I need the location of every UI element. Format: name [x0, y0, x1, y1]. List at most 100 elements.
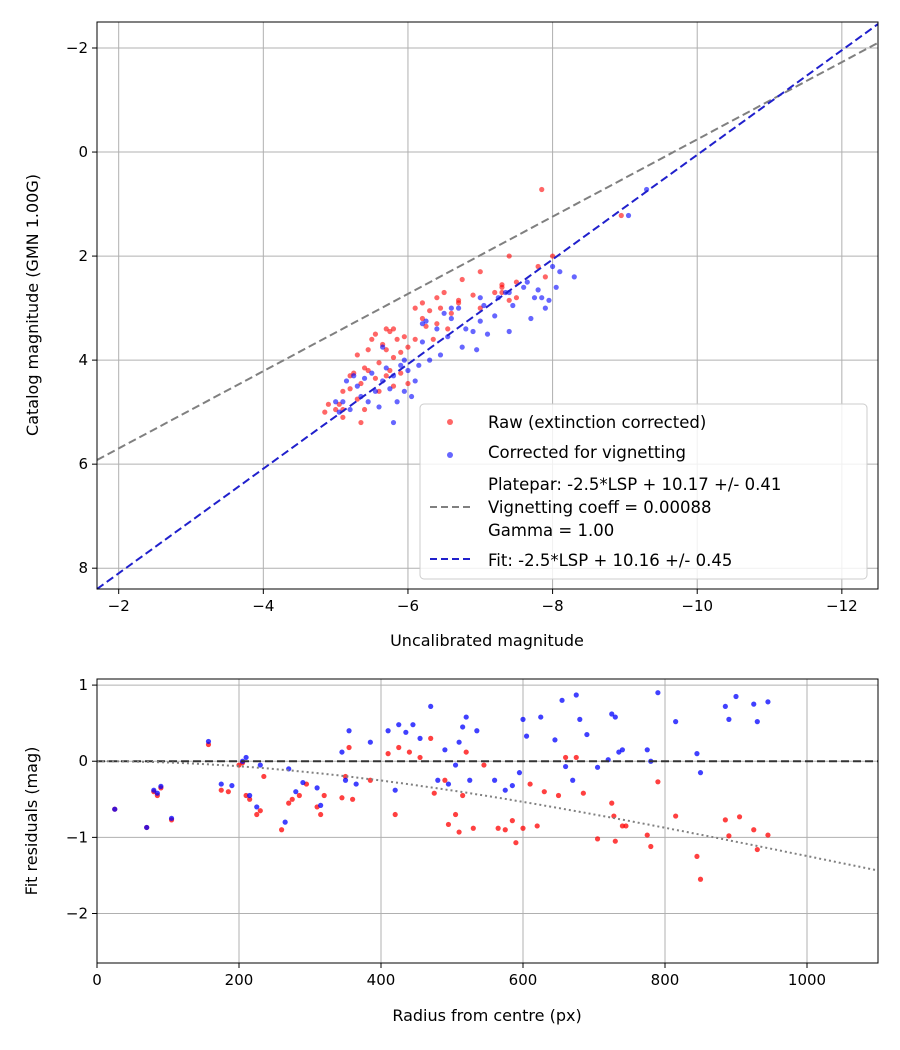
data-point: [697, 770, 704, 776]
data-point: [521, 284, 527, 290]
residuals-plot-area: [97, 679, 878, 963]
data-point: [144, 824, 150, 831]
residuals-plot: 0 200 400 600 800 1000 −2 −1 0 1 Radius from cent…: [22, 676, 879, 1025]
residuals-grid: [96, 679, 878, 963]
data-point: [408, 393, 415, 400]
data-point: [644, 747, 650, 753]
data-point: [394, 399, 400, 405]
data-point: [412, 336, 418, 342]
data-point: [736, 814, 743, 820]
data-point: [477, 269, 483, 275]
data-point: [347, 386, 353, 392]
y-tick-label: −1: [66, 828, 88, 846]
data-point: [694, 751, 700, 757]
data-point: [365, 367, 371, 374]
data-point: [539, 295, 545, 301]
x-tick-label: 200: [225, 971, 254, 989]
data-point: [492, 777, 498, 783]
data-point: [584, 731, 590, 738]
data-point: [354, 383, 360, 389]
data-point: [247, 792, 253, 799]
data-point: [546, 297, 552, 303]
data-point: [346, 728, 352, 734]
data-point: [314, 785, 320, 791]
data-point: [218, 787, 224, 793]
data-point: [474, 728, 480, 734]
x-tick-label: 0: [92, 971, 102, 989]
data-point: [694, 853, 700, 860]
data-point: [580, 790, 586, 796]
data-point: [552, 737, 558, 743]
data-point: [369, 336, 375, 342]
data-point: [520, 716, 526, 722]
data-point: [229, 782, 235, 789]
data-point: [390, 354, 397, 361]
data-point: [354, 352, 360, 358]
data-point: [442, 747, 448, 753]
data-point: [460, 792, 466, 799]
y-tick-label: 4: [78, 351, 88, 369]
data-point: [571, 274, 577, 280]
data-point: [754, 719, 760, 725]
data-point: [318, 811, 324, 818]
data-point: [648, 843, 654, 850]
x-tick-label: −12: [826, 597, 858, 615]
residuals-x-axis-label: Radius from centre (px): [392, 1006, 581, 1025]
data-point: [428, 703, 434, 710]
data-point: [390, 383, 397, 389]
data-point: [470, 328, 476, 335]
data-point: [423, 318, 429, 324]
calibration-y-axis-label: Catalog magnitude (GMN 1.00G): [23, 174, 42, 436]
data-point: [430, 336, 436, 342]
data-point: [441, 289, 447, 296]
series-line: [96, 41, 879, 461]
data-point: [205, 738, 212, 745]
data-point: [376, 404, 382, 410]
data-point: [520, 825, 526, 831]
y-tick-label: 8: [78, 559, 88, 577]
data-point: [456, 829, 462, 835]
calibration-plot-frame: [96, 21, 879, 590]
data-point: [401, 357, 407, 363]
data-point: [492, 289, 498, 296]
data-point: [376, 360, 382, 366]
data-point: [499, 282, 505, 288]
data-point: [506, 253, 512, 259]
data-point: [385, 728, 391, 734]
data-point: [513, 279, 520, 285]
data-point: [673, 719, 679, 725]
data-point: [452, 811, 459, 818]
data-point: [390, 419, 397, 426]
data-point: [655, 779, 661, 785]
x-tick-label: −10: [681, 597, 713, 615]
data-point: [612, 838, 618, 844]
data-point: [383, 365, 389, 371]
data-point: [340, 388, 346, 394]
data-point: [765, 832, 771, 838]
data-point: [502, 827, 508, 833]
y-tick-label: 0: [78, 752, 88, 770]
data-point: [340, 399, 346, 405]
data-point: [296, 792, 302, 799]
data-point: [452, 762, 459, 768]
data-point: [322, 409, 328, 415]
data-point: [542, 305, 548, 311]
data-point: [510, 302, 516, 309]
data-point: [733, 693, 739, 700]
data-point: [403, 729, 409, 735]
data-point: [417, 754, 423, 761]
data-point: [570, 777, 576, 783]
data-point: [549, 263, 556, 270]
data-point: [435, 777, 441, 783]
data-point: [353, 781, 359, 787]
data-point: [254, 811, 260, 818]
data-point: [347, 406, 353, 413]
data-point: [609, 711, 615, 717]
data-point: [419, 315, 426, 322]
data-point: [410, 722, 416, 728]
data-point: [416, 362, 422, 368]
y-tick-label: 6: [78, 455, 88, 473]
data-point: [428, 735, 434, 741]
data-point: [726, 716, 732, 722]
